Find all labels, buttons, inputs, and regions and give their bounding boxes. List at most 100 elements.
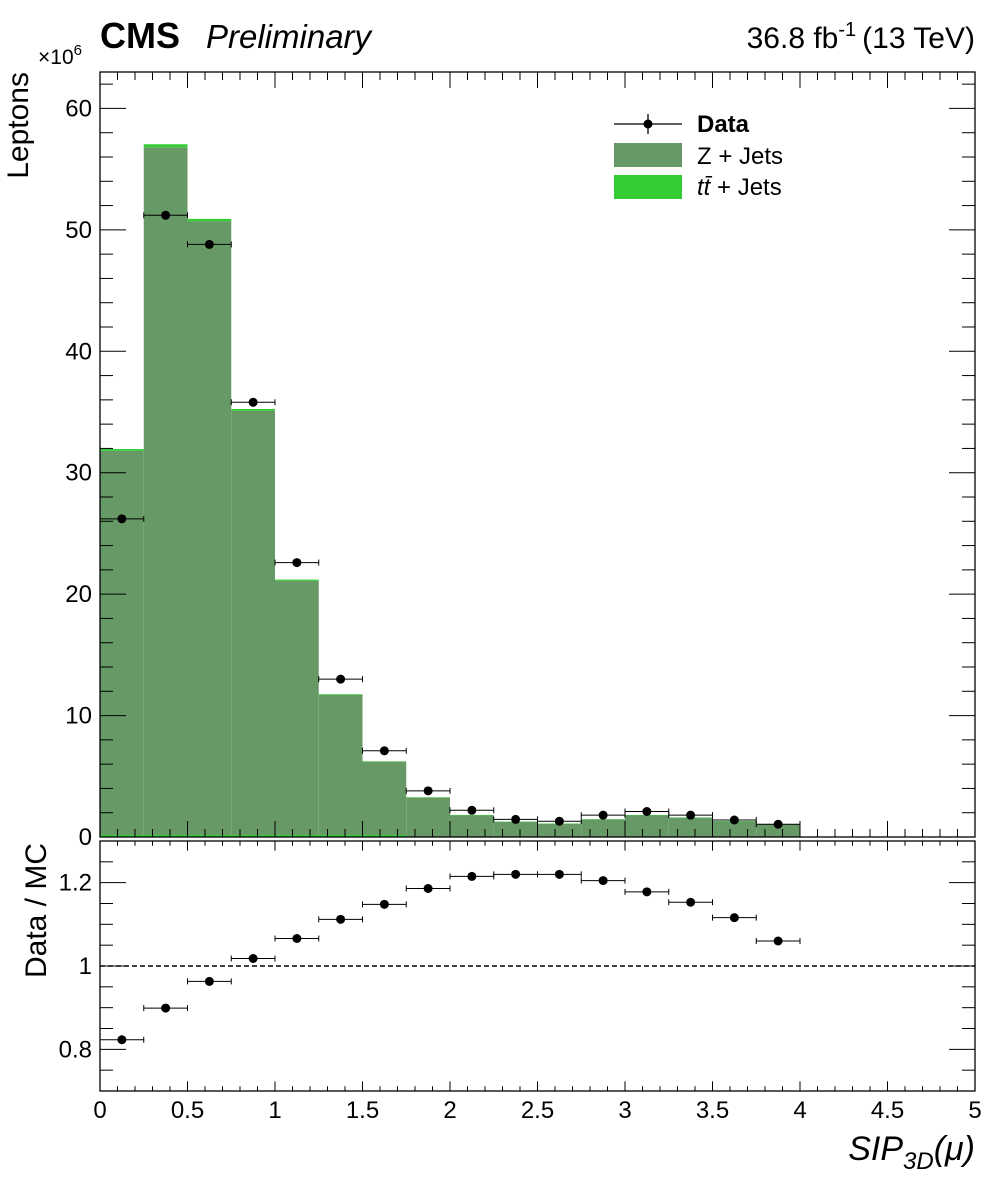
- ratio-point: [248, 954, 258, 963]
- x-tick-label: 2.5: [521, 1097, 554, 1124]
- lumi-label: 36.8 fb-1 (13 TeV): [747, 19, 975, 55]
- data-point: [204, 239, 214, 249]
- ratio-y-label: Data / MC: [20, 843, 53, 978]
- zjets-bar: [756, 824, 800, 837]
- x-label-rest: (μ): [934, 1130, 975, 1168]
- y-multiplier-exponent: 6: [74, 42, 82, 59]
- x-tick-label: 3: [618, 1097, 631, 1124]
- main-y-tick-label: 30: [65, 460, 92, 487]
- main-y-tick-label: 10: [65, 703, 92, 730]
- ttbar-bar: [187, 218, 232, 222]
- ttbar-bar: [143, 144, 188, 148]
- data-point: [248, 397, 258, 407]
- main-y-tick-label: 60: [65, 95, 92, 122]
- zjets-bar: [712, 821, 757, 837]
- ratio-point: [686, 897, 696, 907]
- ratio-y-tick-label: 0.8: [59, 1036, 92, 1063]
- ratio-point: [292, 934, 302, 943]
- zjets-bar: [231, 410, 275, 837]
- ratio-point: [379, 899, 389, 909]
- ratio-point: [467, 871, 477, 881]
- data-point: [467, 805, 477, 815]
- main-y-tick-label: 0: [79, 824, 92, 851]
- lumi-value: 36.8 fb: [747, 22, 839, 55]
- ttbar-bar: [275, 579, 319, 581]
- data-point: [292, 558, 302, 568]
- energy-value: (13 TeV): [862, 22, 975, 55]
- ttbar-bar: [100, 449, 144, 451]
- x-tick-label: 0.5: [171, 1097, 204, 1124]
- x-label-sub: 3D: [903, 1148, 934, 1175]
- data-point: [686, 810, 696, 820]
- zjets-bar: [450, 815, 494, 837]
- ratio-y-tick-label: 1.2: [59, 870, 92, 897]
- x-tick-label: 1: [268, 1097, 281, 1124]
- x-tick-label: 1.5: [346, 1097, 379, 1124]
- main-y-tick-label: 20: [65, 581, 92, 608]
- ratio-point: [554, 869, 564, 879]
- zjets-bar: [143, 147, 188, 838]
- zjets-bar: [362, 761, 407, 837]
- zjets-bar: [537, 823, 582, 837]
- main-y-tick-label: 40: [65, 338, 92, 365]
- legend-ttbar-tbar: t̄: [704, 174, 713, 201]
- zjets-bar: [668, 817, 713, 837]
- ratio-point: [204, 976, 214, 986]
- data-point: [511, 814, 521, 824]
- ratio-point: [161, 1003, 171, 1013]
- data-point: [554, 816, 564, 826]
- data-point: [642, 807, 652, 816]
- ratio-point: [729, 913, 739, 923]
- ttbar-bar: [231, 408, 275, 411]
- x-tick-label: 4.5: [871, 1097, 904, 1124]
- zjets-bar: [581, 819, 625, 837]
- zjets-bar: [493, 821, 538, 837]
- zjets-bar: [406, 797, 450, 837]
- ratio-point: [423, 884, 433, 893]
- zjets-bar: [318, 694, 363, 837]
- y-multiplier-base: ×10: [38, 46, 74, 69]
- lumi-exponent: -1: [838, 19, 856, 41]
- data-point: [598, 810, 608, 820]
- x-tick-label: 4: [793, 1097, 806, 1124]
- ratio-point: [598, 876, 608, 886]
- main-y-tick-label: 50: [65, 217, 92, 244]
- y-multiplier: ×106: [38, 42, 82, 69]
- data-point: [117, 514, 127, 524]
- legend-ttbar-swatch: [614, 175, 682, 199]
- legend-ttbar-label: tt̄ + Jets: [697, 174, 782, 201]
- zjets-bar: [275, 580, 319, 837]
- legend-zjets-swatch: [614, 143, 682, 167]
- zjets-bar: [187, 221, 232, 837]
- data-point: [336, 674, 346, 684]
- ratio-point: [773, 936, 783, 946]
- x-tick-label: 3.5: [696, 1097, 729, 1124]
- data-point: [729, 815, 739, 825]
- legend: Data Z + Jets tt̄ + Jets: [614, 111, 783, 201]
- ratio-point: [511, 869, 521, 879]
- ttbar-bar: [318, 694, 363, 695]
- zjets-bar: [100, 450, 144, 837]
- data-point: [379, 746, 389, 756]
- data-point: [773, 819, 783, 829]
- experiment-label: CMS: [100, 15, 180, 56]
- x-axis-label: SIP3D(μ): [848, 1130, 975, 1175]
- x-tick-label: 0: [93, 1097, 106, 1124]
- x-label-main: SIP: [848, 1130, 903, 1168]
- ratio-y-tick-label: 1: [79, 953, 92, 980]
- legend-zjets-label: Z + Jets: [697, 143, 783, 170]
- ratio-point: [642, 887, 652, 897]
- ratio-point: [336, 914, 346, 924]
- x-tick-label: 2: [443, 1097, 456, 1124]
- zjets-bar: [625, 815, 669, 837]
- ratio-point: [117, 1035, 127, 1045]
- legend-data-label: Data: [697, 111, 750, 138]
- legend-ttbar-rest: + Jets: [710, 174, 781, 201]
- legend-ttbar-t: t: [697, 174, 705, 201]
- x-tick-label: 5: [968, 1097, 981, 1124]
- legend-data-marker: [643, 119, 653, 129]
- data-point: [161, 210, 171, 220]
- main-y-label: Leptons: [2, 72, 35, 179]
